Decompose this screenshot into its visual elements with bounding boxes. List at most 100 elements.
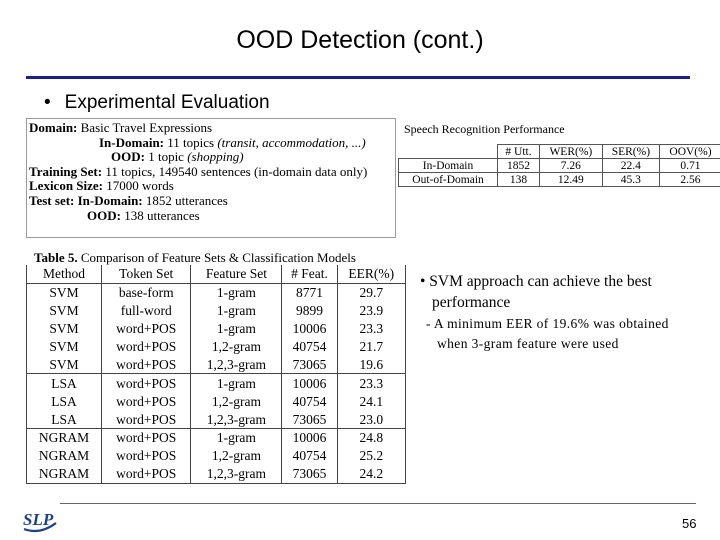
svm-conclusion-bullet: • SVM approach can achieve the best perf… bbox=[420, 271, 710, 313]
lexicon-value: 17000 words bbox=[106, 178, 174, 194]
training-value: 11 topics, 149540 sentences (in-domain d… bbox=[105, 163, 368, 179]
t5-cell-num-feat: 8771 bbox=[281, 283, 338, 302]
t5-cell-eer: 24.8 bbox=[336, 428, 407, 447]
t5-cell-feature-set: 1-gram bbox=[190, 319, 283, 338]
t5-cell-feature-set: 1,2,3-gram bbox=[190, 464, 283, 484]
slp-logo-icon: SLP bbox=[23, 510, 57, 533]
speech-recognition-caption: Speech Recognition Performance bbox=[404, 122, 565, 136]
t5-cell-num-feat: 40754 bbox=[281, 392, 338, 411]
t5-cell-eer: 24.2 bbox=[336, 464, 407, 484]
t5-cell-num-feat: 10006 bbox=[281, 373, 338, 393]
sr-cell-label: Out-of-Domain bbox=[397, 172, 499, 187]
t5-cell-feature-set: 1-gram bbox=[190, 428, 283, 447]
sr-cell-ser: 22.4 bbox=[601, 158, 660, 173]
sr-cell-utt: 1852 bbox=[497, 158, 540, 173]
test-in-label: In-Domain: bbox=[77, 192, 143, 208]
t5-cell-method: NGRAM bbox=[25, 464, 103, 484]
t5-cell-num-feat: 9899 bbox=[281, 301, 338, 320]
table5-caption-label: Table 5. bbox=[34, 250, 78, 265]
t5-cell-method: LSA bbox=[25, 373, 103, 393]
test-ood-value: 138 utterances bbox=[124, 207, 200, 223]
ood-topic: (shopping) bbox=[187, 149, 244, 165]
t5-cell-feature-set: 1,2,3-gram bbox=[190, 410, 283, 429]
t5-cell-method: SVM bbox=[25, 283, 103, 302]
domain-value: Basic Travel Expressions bbox=[80, 120, 213, 135]
table-row: LSA word+POS 1,2,3-gram 73065 23.0 bbox=[25, 410, 407, 429]
ood-value: 1 topic bbox=[148, 149, 184, 165]
domain-row: Domain: Basic Travel Expressions bbox=[29, 120, 395, 136]
t5-cell-feature-set: 1-gram bbox=[190, 283, 283, 302]
t5-cell-method: SVM bbox=[25, 301, 103, 320]
main-bullet: • Experimental Evaluation bbox=[44, 92, 270, 114]
sr-header-oov: OOV(%) bbox=[658, 144, 720, 159]
t5-cell-token-set: word+POS bbox=[101, 464, 192, 484]
domain-label: Domain: bbox=[29, 120, 78, 135]
t5-cell-token-set: word+POS bbox=[101, 337, 192, 356]
in-domain-topics: (transit, accommodation, ...) bbox=[217, 134, 366, 150]
t5-cell-method: NGRAM bbox=[25, 446, 103, 465]
t5-cell-method: NGRAM bbox=[25, 428, 103, 447]
t5-cell-feature-set: 1,2-gram bbox=[190, 337, 283, 356]
test-label: Test set: bbox=[29, 192, 75, 208]
t5-cell-feature-set: 1,2,3-gram bbox=[190, 355, 283, 374]
sr-cell-utt: 138 bbox=[497, 172, 540, 187]
table-row: SVM full-word 1-gram 9899 23.9 bbox=[25, 301, 407, 320]
test-ood-row: OOD: 138 utterances bbox=[29, 207, 395, 224]
sr-cell-oov: 2.56 bbox=[658, 172, 720, 187]
t5-header-token-set: Token Set bbox=[101, 265, 192, 284]
sr-cell-label: In-Domain bbox=[397, 158, 499, 173]
t5-cell-token-set: full-word bbox=[101, 301, 192, 320]
bullet-text: Experimental Evaluation bbox=[64, 92, 270, 113]
bullet-dot: • bbox=[44, 92, 51, 113]
sr-cell-wer: 7.26 bbox=[538, 158, 603, 173]
t5-cell-method: SVM bbox=[25, 337, 103, 356]
logo-text: SLP bbox=[23, 510, 54, 529]
training-label: Training Set: bbox=[29, 163, 103, 179]
t5-cell-num-feat: 10006 bbox=[281, 428, 338, 447]
t5-body: SVM base-form 1-gram 8771 29.7 SVM full-word 1-… bbox=[25, 283, 407, 484]
t5-cell-num-feat: 10006 bbox=[281, 319, 338, 338]
speech-recognition-table: # Utt. WER(%) SER(%) OOV(%) In-Domain 18… bbox=[397, 144, 720, 187]
t5-cell-token-set: word+POS bbox=[101, 319, 192, 338]
t5-cell-eer: 29.7 bbox=[336, 283, 407, 302]
t5-cell-num-feat: 40754 bbox=[281, 337, 338, 356]
sr-header-utt: # Utt. bbox=[497, 144, 540, 159]
svm-conclusion-line1: • SVM approach can achieve the best bbox=[420, 273, 652, 290]
t5-cell-eer: 23.0 bbox=[336, 410, 407, 429]
t5-cell-token-set: word+POS bbox=[101, 355, 192, 374]
t5-cell-token-set: word+POS bbox=[101, 446, 192, 465]
feature-comparison-table: Method Token Set Feature Set # Feat. EER… bbox=[25, 265, 407, 484]
t5-cell-feature-set: 1-gram bbox=[190, 301, 283, 320]
table-row: SVM base-form 1-gram 8771 29.7 bbox=[25, 283, 407, 302]
table-row: NGRAM word+POS 1,2,3-gram 73065 24.2 bbox=[25, 464, 407, 484]
ood-row: OOD: 1 topic (shopping) bbox=[29, 149, 395, 165]
table5-caption: Table 5. Comparison of Feature Sets & Cl… bbox=[34, 250, 356, 266]
t5-cell-eer: 19.6 bbox=[336, 355, 407, 374]
sr-header-wer: WER(%) bbox=[538, 144, 603, 159]
t5-cell-eer: 23.9 bbox=[336, 301, 407, 320]
t5-header-feature-set: Feature Set bbox=[190, 265, 283, 284]
test-ood-label: OOD: bbox=[87, 207, 121, 223]
sr-cell-ser: 45.3 bbox=[601, 172, 660, 187]
table-row: NGRAM word+POS 1-gram 10006 24.8 bbox=[25, 428, 407, 447]
sr-cell-oov: 0.71 bbox=[658, 158, 720, 173]
table5-caption-text: Comparison of Feature Sets & Classificat… bbox=[80, 250, 356, 265]
t5-cell-method: LSA bbox=[25, 392, 103, 411]
t5-cell-token-set: word+POS bbox=[101, 392, 192, 411]
t5-cell-num-feat: 40754 bbox=[281, 446, 338, 465]
lexicon-label: Lexicon Size: bbox=[29, 178, 104, 194]
page-number: 56 bbox=[682, 516, 697, 531]
t5-cell-method: LSA bbox=[25, 410, 103, 429]
lexicon-row: Lexicon Size: 17000 words bbox=[29, 179, 395, 194]
table-row: LSA word+POS 1,2-gram 40754 24.1 bbox=[25, 392, 407, 411]
in-domain-row: In-Domain: 11 topics (transit, accommoda… bbox=[29, 134, 395, 151]
footer-rule bbox=[60, 503, 696, 504]
table-row: NGRAM word+POS 1,2-gram 40754 25.2 bbox=[25, 446, 407, 465]
table-row: SVM word+POS 1-gram 10006 23.3 bbox=[25, 319, 407, 338]
t5-cell-eer: 25.2 bbox=[336, 446, 407, 465]
t5-cell-eer: 21.7 bbox=[336, 337, 407, 356]
sr-header-blank bbox=[398, 144, 499, 159]
t5-header-method: Method bbox=[25, 265, 103, 284]
t5-cell-num-feat: 73065 bbox=[281, 464, 338, 484]
svm-conclusion-line2: performance bbox=[432, 294, 511, 311]
